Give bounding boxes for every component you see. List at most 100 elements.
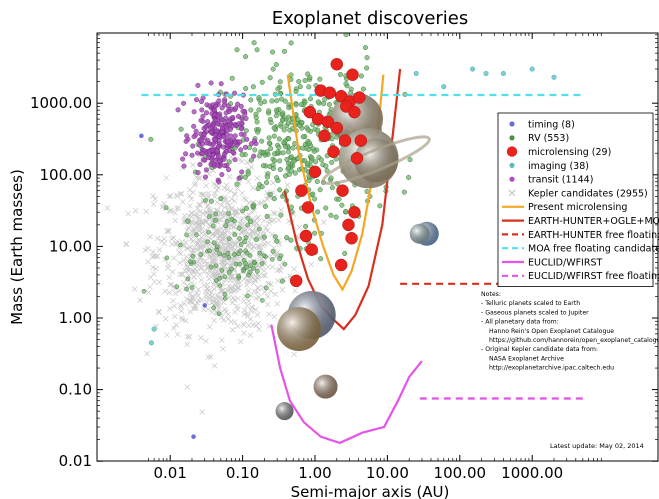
transit-point (243, 144, 249, 150)
rv-point (243, 248, 249, 253)
rv-point (241, 268, 246, 274)
kepler-candidate-mark (291, 266, 297, 272)
kepler-candidate-mark (231, 248, 237, 254)
kepler-candidate-mark (218, 202, 224, 209)
rv-point (226, 255, 232, 260)
rv-point (290, 145, 296, 151)
kepler-candidate-mark (271, 217, 277, 223)
kepler-candidate-mark (162, 288, 168, 294)
rv-point (271, 133, 277, 139)
rv-point (362, 45, 368, 51)
rv-point (313, 159, 319, 165)
kepler-candidate-mark (195, 175, 202, 182)
kepler-candidate-mark (233, 209, 240, 215)
rv-point (364, 65, 370, 71)
kepler-candidate-mark (177, 191, 184, 197)
kepler-candidate-mark (202, 218, 209, 224)
rv-point (336, 196, 342, 202)
imaging-point (151, 326, 157, 332)
kepler-candidate-mark (194, 205, 201, 212)
kepler-candidate-mark (224, 186, 230, 193)
legend-entry: Kepler candidates (2955) (508, 188, 648, 199)
microlensing-point (327, 145, 340, 158)
rv-point (251, 259, 257, 265)
kepler-candidate-mark (222, 306, 228, 313)
transit-point (216, 98, 222, 104)
rv-point (329, 185, 335, 191)
rv-point (285, 114, 291, 120)
kepler-candidate-mark (203, 338, 209, 344)
microlensing-point (301, 201, 315, 214)
rv-point (264, 180, 270, 186)
kepler-candidate-mark (255, 284, 261, 291)
y-tick-label: 0.01 (59, 452, 92, 470)
transit-point (237, 139, 243, 145)
kepler-candidate-mark (249, 233, 255, 240)
timing-point (202, 303, 208, 308)
kepler-candidate-mark (172, 290, 179, 297)
rv-point (264, 213, 270, 219)
transit-point (235, 113, 241, 119)
kepler-candidate-mark (180, 279, 187, 286)
rv-point (222, 274, 228, 280)
kepler-candidate-mark (270, 210, 277, 216)
rv-point (185, 218, 191, 224)
legend-label: EUCLID/WFIRST free floating (528, 271, 659, 282)
note-line: - All planetary data from: (481, 319, 559, 326)
kepler-candidate-mark (241, 322, 247, 328)
transit-point (224, 131, 230, 137)
kepler-candidate-mark (208, 354, 214, 360)
timing-point (139, 133, 144, 139)
kepler-candidate-mark (232, 282, 238, 288)
rv-point (243, 235, 249, 240)
transit-point (207, 103, 213, 109)
kepler-candidate-mark (184, 334, 191, 340)
rv-point (337, 71, 343, 77)
kepler-candidate-mark (222, 263, 228, 269)
legend-label: RV (553) (528, 133, 569, 144)
rv-point (247, 263, 253, 269)
kepler-candidate-mark (250, 185, 256, 191)
transit-point (202, 174, 208, 180)
rv-point (212, 217, 218, 223)
kepler-candidate-mark (229, 299, 236, 306)
rv-point (208, 198, 214, 204)
transit-point (193, 128, 199, 134)
kepler-candidate-mark (195, 297, 202, 303)
rv-point (211, 305, 217, 311)
kepler-candidate-mark (274, 300, 280, 307)
rv-point (281, 48, 287, 54)
rv-point (205, 239, 210, 245)
rv-point (221, 253, 227, 258)
rv-point (283, 173, 289, 179)
kepler-candidate-mark (271, 314, 278, 320)
kepler-candidate-mark (253, 295, 259, 301)
transit-point (227, 126, 233, 132)
kepler-candidate-mark (198, 277, 205, 283)
rv-point (259, 138, 265, 144)
uranus-like-planet (409, 223, 430, 244)
kepler-candidate-mark (186, 334, 193, 340)
kepler-candidate-mark (204, 282, 211, 288)
kepler-candidate-mark (145, 289, 152, 296)
legend-entry: EARTH-HUNTER+OGLE+MOA (502, 216, 659, 227)
kepler-candidate-mark (249, 274, 256, 281)
kepler-candidate-mark (249, 164, 255, 170)
kepler-candidate-mark (214, 292, 221, 298)
rv-point (275, 86, 281, 92)
kepler-candidate-mark (236, 284, 242, 291)
rv-point (306, 140, 312, 146)
transit-point (195, 82, 201, 88)
rv-point (222, 295, 228, 301)
kepler-candidate-mark (199, 191, 206, 198)
note-line: NASA Exoplanet Archive (489, 355, 564, 362)
rv-point (148, 136, 154, 142)
microlensing-point (330, 121, 344, 135)
kepler-candidate-mark (190, 247, 196, 254)
kepler-candidate-mark (234, 185, 241, 192)
rv-point (259, 261, 265, 266)
rv-point (300, 134, 306, 140)
transit-point (226, 108, 232, 114)
transit-point (219, 117, 225, 123)
kepler-candidate-mark (147, 233, 153, 240)
